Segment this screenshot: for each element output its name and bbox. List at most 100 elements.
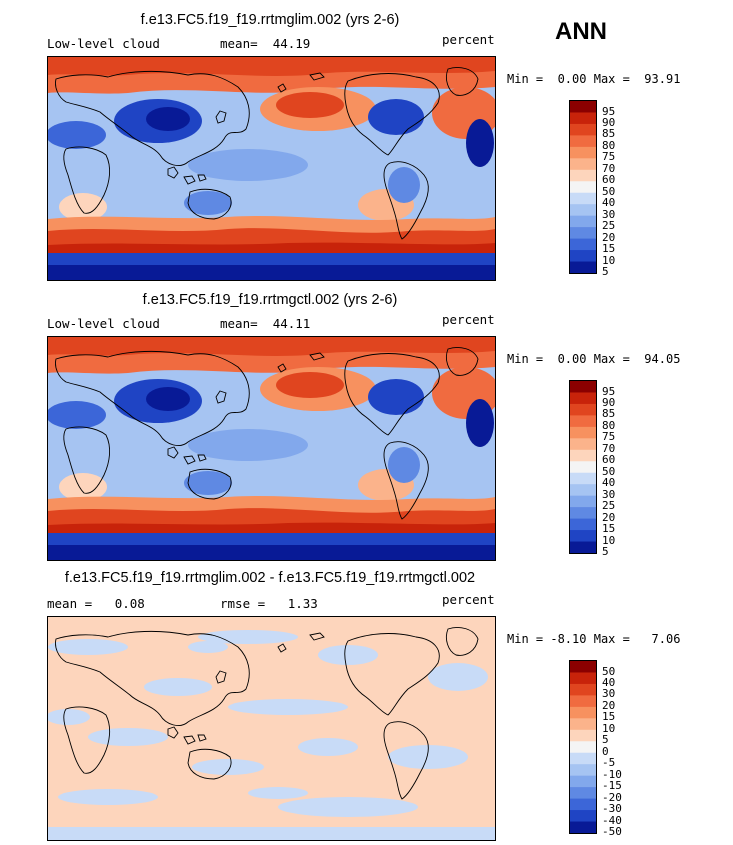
coastline — [277, 632, 325, 653]
colorbar-tick-label: 25 — [602, 219, 616, 233]
colorbar-swatch — [570, 227, 596, 240]
colorbar-tick-label: 30 — [602, 487, 616, 501]
colorbar-swatch — [570, 250, 596, 263]
panel2-map — [47, 336, 496, 561]
colorbar-tick-label: -30 — [602, 802, 622, 816]
diff-negative-region — [228, 699, 348, 715]
panel2-units: percent — [442, 312, 495, 327]
panel1-mean: mean= 44.19 — [220, 36, 311, 51]
colorbar-tick-label: 5 — [602, 265, 609, 278]
colorbar-tick-label: -10 — [602, 767, 622, 781]
coastline — [187, 188, 232, 220]
colorbar-swatch — [570, 472, 596, 485]
coastline — [383, 721, 429, 800]
panel3-minmax: Min = -8.10 Max = 7.06 — [507, 632, 681, 646]
coastline — [383, 441, 429, 520]
colorbar-tick-label: 25 — [602, 499, 616, 513]
coastline — [63, 146, 111, 214]
diff-negative-region — [144, 678, 212, 696]
colorbar-swatch — [570, 204, 596, 217]
coastline — [215, 670, 227, 684]
cloud-namibia-stratus — [59, 473, 107, 501]
cloud-low-australia — [184, 471, 232, 495]
diff-negative-region — [88, 728, 168, 746]
panel1-variable-label: Low-level cloud — [47, 36, 160, 51]
cloud-low-sahara — [48, 401, 106, 429]
colorbar-swatch — [570, 683, 596, 696]
colorbar-tick-label: -40 — [602, 813, 622, 827]
coastline — [63, 706, 111, 774]
cloud-north-pacific-core — [276, 372, 344, 398]
colorbar-swatch — [570, 718, 596, 731]
cloud-antarctica-core — [48, 545, 495, 560]
colorbar-tick-label: 85 — [602, 127, 616, 141]
colorbar-tick-label: 10 — [602, 253, 616, 267]
colorbar-tick-label: -5 — [602, 756, 616, 770]
coastline — [55, 350, 250, 446]
coastline — [215, 110, 227, 124]
diff-negative-region — [248, 787, 308, 799]
colorbar-swatch — [570, 706, 596, 719]
panel3-title: f.e13.FC5.f19_f19.rrtmglim.002 - f.e13.F… — [64, 570, 476, 586]
colorbar-swatch — [570, 449, 596, 462]
colorbar-swatch — [570, 752, 596, 765]
diff-antarctica — [48, 827, 495, 840]
diff-negative-region — [192, 759, 264, 775]
panel2-mean: mean= 44.11 — [220, 316, 311, 331]
panel2-variable-label: Low-level cloud — [47, 316, 160, 331]
colorbar-tick-label: 40 — [602, 476, 616, 490]
panel3-rmse: rmse = 1.33 — [220, 596, 318, 611]
colorbar-tick-label: 15 — [602, 710, 616, 724]
colorbar-swatch — [570, 729, 596, 742]
colorbar-swatch — [570, 695, 596, 708]
cloud-low-north-america — [368, 99, 424, 135]
panel2-title: f.e13.FC5.f19_f19.rrtmgctl.002 (yrs 2-6) — [142, 292, 398, 308]
colorbar-swatch — [570, 192, 596, 205]
panel2-colorbar — [569, 380, 597, 554]
coastline — [167, 166, 207, 185]
colorbar-swatch — [570, 810, 596, 823]
colorbar-swatch — [570, 461, 596, 474]
colorbar-tick-label: 40 — [602, 196, 616, 210]
cloud-tropical-pacific — [188, 149, 308, 181]
coastline — [445, 347, 479, 376]
colorbar-swatch — [570, 101, 596, 113]
colorbar-tick-label: 5 — [602, 733, 609, 747]
coastline — [215, 390, 227, 404]
coastline — [344, 353, 440, 436]
colorbar-swatch — [570, 392, 596, 405]
colorbar-swatch — [570, 530, 596, 543]
cloud-low-sahara — [48, 121, 106, 149]
cloud-low-east — [466, 119, 494, 167]
colorbar-tick-label: 30 — [602, 207, 616, 221]
colorbar-tick-label: 75 — [602, 430, 616, 444]
cloud-low-south-america — [388, 447, 420, 483]
colorbar-swatch — [570, 507, 596, 520]
cloud-low-asia-core — [146, 107, 190, 131]
diff-negative-region — [298, 738, 358, 756]
colorbar-tick-label: 10 — [602, 721, 616, 735]
colorbar-swatch — [570, 741, 596, 754]
colorbar-tick-label: 75 — [602, 150, 616, 164]
colorbar-swatch — [570, 135, 596, 148]
panel2-minmax: Min = 0.00 Max = 94.05 — [507, 352, 681, 366]
colorbar-tick-label: 90 — [602, 395, 616, 409]
colorbar-swatch — [570, 672, 596, 685]
colorbar-tick-label: 70 — [602, 161, 616, 175]
coastline — [277, 352, 325, 373]
coastline — [167, 726, 207, 745]
colorbar-tick-label: 60 — [602, 453, 616, 467]
colorbar-tick-label: 15 — [602, 522, 616, 536]
colorbar-swatch — [570, 123, 596, 136]
coastline — [445, 67, 479, 96]
colorbar-swatch — [570, 661, 596, 673]
colorbar-swatch — [570, 403, 596, 416]
panel3-mean: mean = 0.08 — [47, 596, 145, 611]
colorbar-tick-label: 80 — [602, 138, 616, 152]
cloud-north-pacific-core — [276, 92, 344, 118]
colorbar-swatch — [570, 169, 596, 182]
colorbar-swatch — [570, 764, 596, 777]
colorbar-tick-label: 60 — [602, 173, 616, 187]
colorbar-swatch — [570, 238, 596, 251]
colorbar-tick-label: 20 — [602, 698, 616, 712]
